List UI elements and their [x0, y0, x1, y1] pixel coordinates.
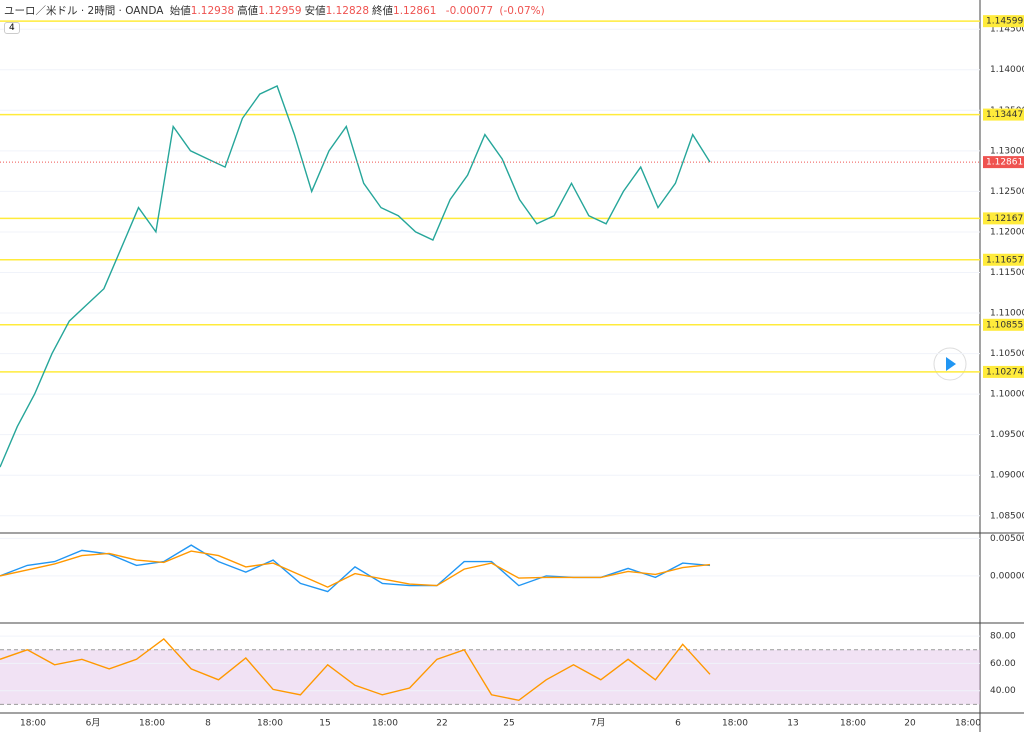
y-tick-label: 80.00	[990, 632, 1016, 642]
x-tick-label: 18:00	[372, 719, 398, 729]
rsi-band	[0, 649, 980, 705]
level-label: 1.14599	[986, 17, 1023, 27]
ohlc-name: 始値	[169, 5, 191, 17]
x-tick-label: 25	[503, 719, 514, 729]
x-tick-label: 18:00	[722, 719, 748, 729]
y-tick-label: 0.00000	[990, 571, 1024, 581]
level-label: 1.13447	[986, 110, 1023, 120]
y-tick-label: 0.00500	[990, 534, 1024, 544]
change: -0.00077	[445, 5, 494, 17]
y-tick-label: 1.09000	[990, 471, 1024, 481]
y-tick-label: 1.11000	[990, 309, 1024, 319]
x-tick-label: 20	[904, 719, 916, 729]
last-price-label: 1.12861	[986, 158, 1023, 168]
x-tick-label: 18:00	[955, 719, 981, 729]
title: ユーロ／米ドル · 2時間 · OANDA	[4, 5, 164, 17]
ohlc-name: 安値	[304, 5, 326, 17]
y-tick-label: 1.14000	[990, 65, 1024, 75]
y-tick-label: 1.09500	[990, 430, 1024, 440]
y-tick-label: 1.10500	[990, 349, 1024, 359]
series-line	[0, 550, 711, 588]
series-line	[0, 637, 711, 702]
y-tick-label: 1.11500	[990, 268, 1024, 278]
level-label-bg	[983, 253, 1024, 266]
y-tick-label: 1.14500	[990, 25, 1024, 35]
level-label: 1.12167	[986, 214, 1023, 224]
ohlc-value: 1.12861	[393, 5, 437, 17]
ohlc: 始値1.12938 高値1.12959 安値1.12828 終値1.12861	[170, 5, 440, 17]
level-label: 1.10274	[986, 367, 1023, 377]
level-label: 1.10855	[986, 320, 1023, 330]
ohlc-name: 高値	[237, 5, 259, 17]
level-label-bg	[983, 212, 1024, 225]
y-tick-label: 1.12500	[990, 187, 1024, 197]
x-tick-label: 6月	[86, 718, 101, 729]
x-tick-label: 18:00	[257, 719, 283, 729]
ohlc-value: 1.12938	[190, 5, 235, 17]
indicator-toggle[interactable]: 4	[4, 22, 20, 34]
x-tick-label: 22	[436, 719, 447, 729]
y-tick-label: 1.12000	[990, 227, 1024, 237]
x-tick-label: 18:00	[840, 719, 866, 729]
play-icon	[946, 357, 956, 371]
series-line	[0, 85, 711, 468]
level-label-bg	[983, 15, 1024, 28]
level-label-bg	[983, 108, 1024, 121]
level-label-bg	[983, 318, 1024, 331]
x-tick-label: 13	[787, 719, 798, 729]
x-tick-label: 8	[205, 719, 211, 729]
y-tick-label: 1.10000	[990, 390, 1024, 400]
change-pct: (-0.07%)	[499, 5, 545, 17]
y-tick-label: 40.00	[990, 686, 1016, 696]
header: ユーロ／米ドル · 2時間 · OANDA 始値1.12938 高値1.12959…	[4, 3, 548, 18]
y-tick-label: 1.13000	[990, 146, 1024, 156]
level-label: 1.11657	[986, 255, 1023, 265]
y-tick-label: 1.08500	[990, 511, 1024, 521]
level-label-bg	[983, 365, 1024, 378]
last-price-bg	[983, 156, 1024, 169]
x-tick-label: 15	[319, 719, 330, 729]
x-tick-label: 18:00	[20, 719, 46, 729]
y-tick-label: 60.00	[990, 659, 1016, 669]
ohlc-value: 1.12828	[325, 5, 370, 17]
ohlc-value: 1.12959	[258, 5, 302, 17]
x-tick-label: 6	[675, 719, 681, 729]
x-tick-label: 7月	[591, 718, 606, 729]
ohlc-name: 終値	[372, 5, 394, 17]
x-tick-label: 18:00	[139, 719, 165, 729]
